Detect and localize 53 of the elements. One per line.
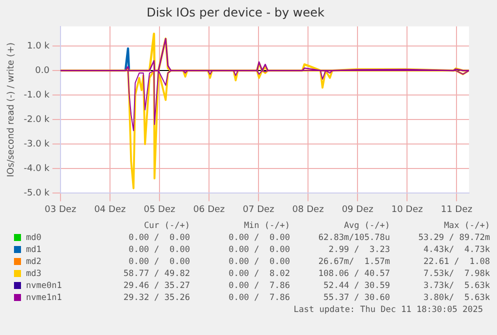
y-axis-title: IOs/second read (-) / write (+) xyxy=(6,42,17,178)
text: 0.00 / 0.00 xyxy=(228,244,290,256)
y-tick-label: -5.0 k xyxy=(24,188,50,199)
text: 0.00 / 0.00 xyxy=(128,244,190,256)
text: 108.06 / 40.57 xyxy=(317,268,390,280)
text: 62.83m/105.78u xyxy=(317,232,390,244)
text: 0.00 / 8.02 xyxy=(228,268,290,280)
x-tick-label: 07 Dez xyxy=(242,204,275,215)
text: Cur (-/+) xyxy=(142,220,190,232)
legend-label: md3 xyxy=(26,268,42,280)
y-tick-label: -4.0 k xyxy=(24,164,50,174)
y-tick-label: 0.0 xyxy=(35,66,50,76)
y-tick-label: -2.0 k xyxy=(24,114,50,125)
text: 4.43k/ 4.73k xyxy=(422,244,490,256)
text: 0.00 / 0.00 xyxy=(128,232,190,244)
legend-label: md2 xyxy=(26,256,42,268)
x-tick-label: 09 Dez xyxy=(342,204,374,215)
text: 0.00 / 0.00 xyxy=(228,256,290,268)
text: 3.80k/ 5.63k xyxy=(422,292,490,304)
text: 53.29 / 89.72m xyxy=(417,232,490,244)
x-tick-label: 04 Dez xyxy=(94,204,126,215)
text: Max (-/+) xyxy=(442,220,490,232)
legend-label: md0 xyxy=(26,232,42,244)
x-tick-label: 10 Dez xyxy=(391,204,424,215)
text: 29.32 / 35.26 xyxy=(122,292,190,304)
text: Last update: Thu Dec 11 18:30:05 2025 xyxy=(294,305,483,315)
y-tick-label: 1.0 k xyxy=(27,41,50,52)
text: 26.67m/ 1.57m xyxy=(317,256,390,268)
text: 58.77 / 49.82 xyxy=(122,268,190,280)
x-tick-label: 06 Dez xyxy=(193,204,226,215)
legend-label: nvme0n1 xyxy=(26,280,63,292)
text: Avg (-/+) xyxy=(342,220,390,232)
x-tick-label: 03 Dez xyxy=(44,204,76,215)
x-tick-label: 05 Dez xyxy=(144,204,176,215)
text: 22.61 / 1.08 xyxy=(422,256,490,268)
text: 0.00 / 0.00 xyxy=(128,256,190,268)
text: 55.37 / 30.60 xyxy=(322,292,390,304)
text: 0.00 / 0.00 xyxy=(228,232,290,244)
text: 7.53k/ 7.98k xyxy=(422,268,490,280)
text: 2.99 / 3.23 xyxy=(328,244,390,256)
text: Min (-/+) xyxy=(242,220,290,232)
y-tick-label: -1.0 k xyxy=(24,90,50,100)
text: 52.44 / 30.59 xyxy=(322,280,390,292)
chart-title: Disk IOs per device - by week xyxy=(146,5,324,20)
text: 3.73k/ 5.63k xyxy=(422,280,490,292)
text: 0.00 / 7.86 xyxy=(228,280,290,292)
text: 29.46 / 35.27 xyxy=(122,280,190,292)
x-tick-label: 11 Dez xyxy=(440,204,473,215)
legend-label: md1 xyxy=(26,244,42,256)
text: 0.00 / 7.86 xyxy=(228,292,290,304)
x-tick-label: 08 Dez xyxy=(292,204,324,215)
legend-label: nvme1n1 xyxy=(26,292,63,304)
y-tick-label: -3.0 k xyxy=(24,139,50,150)
